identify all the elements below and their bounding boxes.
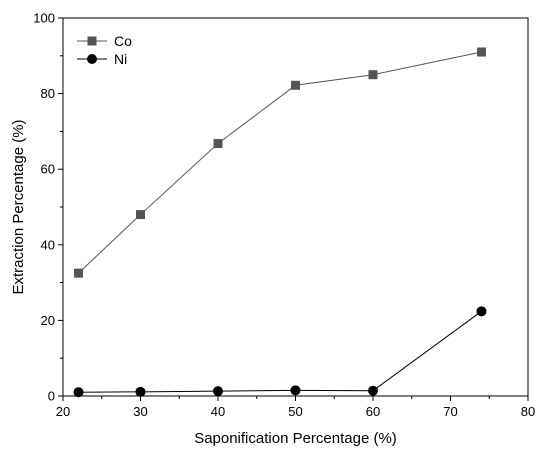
ni-legend-label: Ni bbox=[114, 51, 127, 67]
y-tick-label: 40 bbox=[41, 237, 55, 252]
co-data-point bbox=[136, 210, 145, 220]
ni-series-line bbox=[78, 310, 482, 393]
ni-data-point bbox=[368, 385, 378, 396]
ni-data-point bbox=[73, 387, 84, 398]
legend: Co Ni bbox=[77, 33, 132, 67]
plot-frame bbox=[62, 17, 529, 397]
ni-data-point bbox=[213, 386, 223, 397]
x-axis-title: Saponification Percentage (%) bbox=[194, 430, 397, 447]
x-tick-label: 20 bbox=[56, 404, 70, 419]
ni-data-point bbox=[476, 306, 487, 317]
x-tick-label: 30 bbox=[133, 404, 147, 419]
co-data-point bbox=[291, 80, 300, 90]
ni-data-point bbox=[290, 385, 301, 396]
series-layer bbox=[73, 47, 487, 398]
y-tick-label: 60 bbox=[41, 162, 55, 177]
x-tick-label: 40 bbox=[211, 404, 225, 419]
x-tick-label: 70 bbox=[443, 404, 457, 419]
x-tick-label: 60 bbox=[366, 404, 380, 419]
y-axis-title: Extraction Percentage (%) bbox=[10, 119, 27, 294]
x-tick-label: 80 bbox=[521, 404, 535, 419]
x-axis-ticks: 20 30 40 50 60 70 80 bbox=[56, 396, 535, 419]
y-tick-label: 100 bbox=[33, 11, 55, 26]
y-tick-label: 0 bbox=[48, 389, 55, 404]
y-axis-ticks: 0 20 40 60 80 100 bbox=[33, 11, 63, 404]
y-tick-label: 80 bbox=[41, 86, 55, 101]
co-series-line bbox=[78, 51, 482, 274]
co-data-point bbox=[368, 70, 378, 80]
y-tick-label: 20 bbox=[41, 313, 55, 328]
co-data-point bbox=[477, 47, 486, 57]
co-data-point bbox=[74, 268, 83, 278]
ni-data-point bbox=[135, 386, 146, 397]
ni-legend-marker bbox=[87, 54, 97, 64]
co-data-point bbox=[213, 138, 223, 148]
x-tick-label: 50 bbox=[288, 404, 302, 419]
co-legend-marker bbox=[87, 36, 97, 46]
co-legend-label: Co bbox=[114, 33, 132, 49]
